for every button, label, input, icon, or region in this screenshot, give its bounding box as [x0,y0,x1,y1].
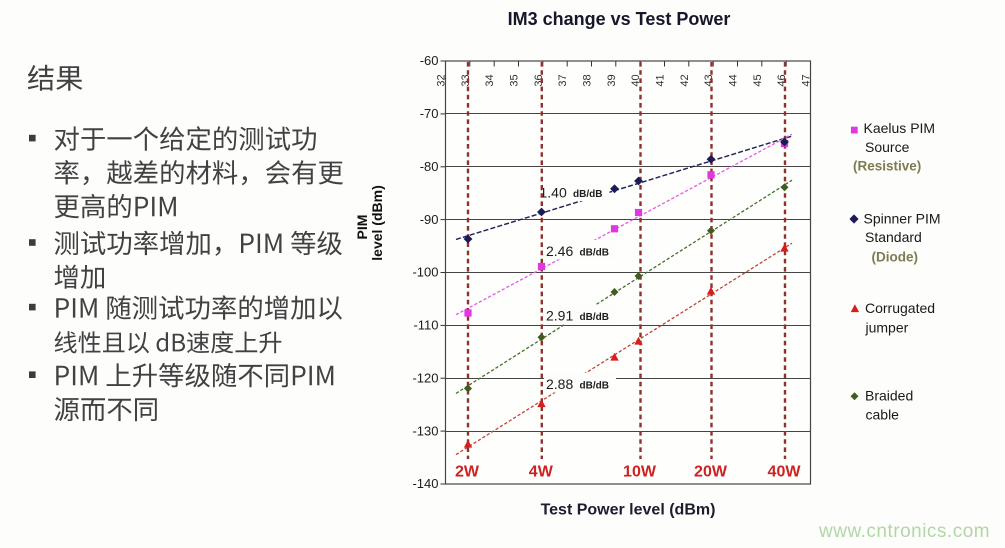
svg-text:2W: 2W [455,464,480,481]
svg-text:dB/dB: dB/dB [573,189,602,200]
svg-text:2.88: 2.88 [546,376,573,392]
svg-text:-120: -120 [412,370,438,385]
svg-text:41: 41 [655,74,667,86]
svg-text:(Resistive): (Resistive) [853,159,921,174]
svg-text:40: 40 [630,74,642,86]
svg-text:34: 34 [484,74,496,86]
svg-text:dB/dB: dB/dB [580,381,609,392]
svg-text:36: 36 [533,74,545,86]
svg-text:cable: cable [866,407,900,423]
svg-text:44: 44 [728,74,740,86]
svg-text:47: 47 [801,74,813,86]
svg-text:33: 33 [460,74,472,86]
svg-text:43: 43 [703,74,715,86]
svg-text:PIM: PIM [354,215,370,240]
svg-text:46: 46 [776,74,788,86]
svg-text:(Diode): (Diode) [872,250,919,265]
svg-text:Test Power level (dBm): Test Power level (dBm) [541,502,716,519]
svg-text:-90: -90 [420,212,439,227]
svg-text:jumper: jumper [865,320,909,336]
svg-text:45: 45 [752,74,764,86]
svg-text:32: 32 [436,74,448,86]
svg-text:35: 35 [509,74,521,86]
svg-text:level (dBm): level (dBm) [369,185,385,260]
svg-text:38: 38 [582,74,594,86]
svg-text:Braided: Braided [865,388,913,404]
svg-text:Kaelus PIM: Kaelus PIM [864,120,936,136]
svg-text:1.40: 1.40 [540,185,567,201]
svg-text:dB/dB: dB/dB [580,312,609,323]
svg-text:Standard: Standard [865,229,922,245]
svg-text:-100: -100 [412,265,438,280]
svg-text:2.46: 2.46 [546,243,573,259]
svg-text:IM3 change vs Test Power: IM3 change vs Test Power [508,9,731,29]
svg-text:-140: -140 [412,476,438,491]
svg-text:42: 42 [679,74,691,86]
svg-text:39: 39 [606,74,618,86]
svg-text:4W: 4W [529,464,554,481]
svg-text:Corrugated: Corrugated [865,300,935,316]
svg-text:dB/dB: dB/dB [580,248,609,259]
svg-text:Source: Source [865,139,910,155]
svg-text:-70: -70 [420,106,439,121]
svg-text:10W: 10W [623,464,657,481]
svg-text:20W: 20W [694,464,728,481]
svg-text:-110: -110 [413,318,438,333]
svg-text:-80: -80 [420,159,439,174]
svg-text:2.91: 2.91 [546,308,573,324]
svg-text:-130: -130 [412,423,438,438]
svg-text:-60: -60 [420,53,439,68]
svg-text:Spinner PIM: Spinner PIM [864,211,941,227]
svg-text:37: 37 [557,74,569,86]
svg-text:40W: 40W [768,464,802,481]
